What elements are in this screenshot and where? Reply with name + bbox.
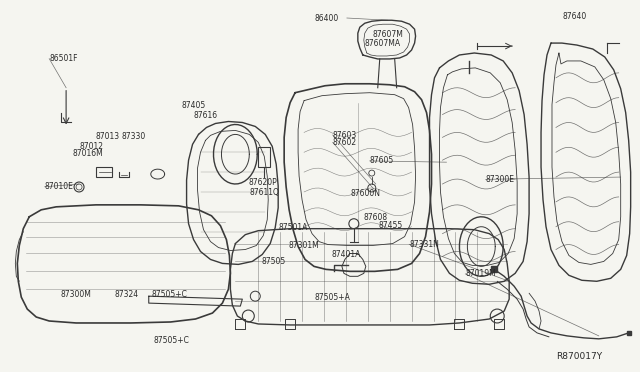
Text: 87324: 87324 — [115, 291, 139, 299]
Text: 87616: 87616 — [194, 111, 218, 121]
Text: 87608: 87608 — [364, 213, 387, 222]
Text: 87603: 87603 — [333, 131, 357, 140]
Text: 87505: 87505 — [261, 257, 285, 266]
Text: 87300E: 87300E — [486, 175, 515, 184]
Text: 87330: 87330 — [121, 132, 145, 141]
Text: 87620P: 87620P — [248, 178, 277, 187]
Text: 87607M: 87607M — [372, 30, 403, 39]
Text: 86501F: 86501F — [49, 54, 77, 63]
Text: 87016M: 87016M — [73, 149, 104, 158]
Text: 87012: 87012 — [79, 142, 103, 151]
Text: 87401A: 87401A — [332, 250, 361, 259]
Text: 87010E: 87010E — [45, 182, 74, 191]
Text: 87405: 87405 — [181, 101, 205, 110]
Text: 87602: 87602 — [333, 138, 357, 147]
Text: 87600N: 87600N — [351, 189, 381, 198]
Text: 87607MA: 87607MA — [365, 39, 401, 48]
Text: 87301M: 87301M — [288, 241, 319, 250]
Text: 87013: 87013 — [96, 132, 120, 141]
Text: 87505+C: 87505+C — [151, 291, 187, 299]
Bar — [259, 147, 270, 167]
Text: 86400: 86400 — [315, 13, 339, 22]
Text: 87300M: 87300M — [60, 291, 91, 299]
Text: 87019M: 87019M — [465, 269, 496, 278]
Text: 87505+C: 87505+C — [153, 336, 189, 345]
Text: 87640: 87640 — [562, 12, 586, 21]
Text: 87331N: 87331N — [409, 240, 439, 249]
Text: 87505+A: 87505+A — [315, 293, 351, 302]
Text: 87605: 87605 — [370, 156, 394, 166]
Text: 87455: 87455 — [379, 221, 403, 230]
Text: R870017Y: R870017Y — [556, 352, 602, 361]
Bar — [96, 167, 112, 177]
Text: 87611Q: 87611Q — [250, 188, 280, 197]
Text: 87501A: 87501A — [278, 223, 308, 232]
